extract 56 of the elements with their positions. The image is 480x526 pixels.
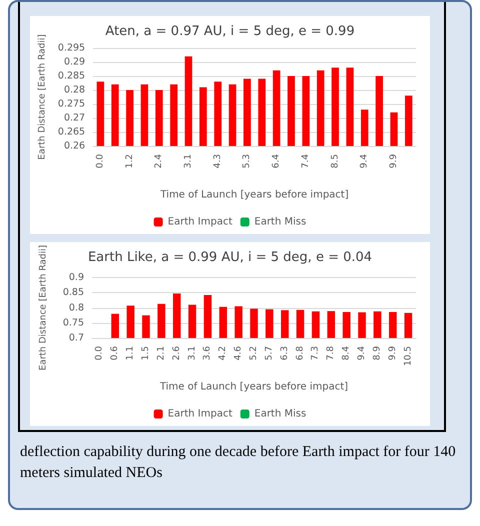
y-axis-title: Earth Distance [Earth Radii] (38, 245, 48, 371)
y-tick-label: 0.8 (68, 302, 84, 314)
x-tick-label: 9.9 (388, 154, 399, 168)
y-tick-label: 0.275 (58, 98, 86, 110)
x-tick-label: 8.5 (330, 154, 340, 168)
x-tick-label: 0.0 (94, 346, 105, 360)
x-tick-label: 3.1 (184, 154, 194, 168)
y-tick-label: 0.28 (64, 84, 86, 96)
x-tick-label: 6.3 (280, 346, 290, 360)
x-tick-label: 1.5 (141, 346, 151, 360)
y-tick-label: 0.27 (64, 112, 86, 124)
x-tick-label: 4.6 (234, 346, 244, 360)
chart-title: Earth Like, a = 0.99 AU, i = 5 deg, e = 0.04 (88, 250, 372, 265)
x-axis-title: Time of Launch [years before impact] (159, 190, 349, 200)
legend-label: Earth Impact (168, 216, 232, 228)
x-tick-label: 7.3 (310, 346, 321, 360)
x-tick-label: 5.2 (249, 346, 259, 360)
chart-title: Aten, a = 0.97 AU, i = 5 deg, e = 0.99 (105, 24, 355, 39)
y-tick-label: 0.7 (68, 332, 84, 344)
x-tick-label: 1.2 (124, 154, 135, 168)
x-tick-label: 7.4 (300, 154, 311, 168)
legend-label: Earth Miss (254, 408, 306, 420)
x-tick-label: 6.8 (295, 346, 306, 360)
x-tick-label: 4.3 (212, 154, 223, 168)
y-tick-label: 0.26 (64, 140, 86, 152)
x-tick-label: 1.1 (126, 346, 136, 360)
x-axis-title: Time of Launch [years before impact] (158, 382, 348, 392)
x-tick-label: 3.6 (202, 346, 213, 360)
legend-label: Earth Impact (168, 408, 232, 420)
y-tick-label: 0.9 (68, 272, 84, 284)
x-tick-label: 9.4 (357, 346, 367, 360)
y-tick-label: 0.29 (64, 56, 86, 68)
y-tick-label: 0.85 (62, 287, 84, 298)
text: deflection capability during one decade before Earth impact for four 140 meters simulated NEOs (20, 443, 457, 483)
x-tick-label: 8.9 (372, 346, 382, 360)
y-tick-label: 0.75 (62, 317, 84, 328)
x-tick-label: 9.9 (388, 346, 398, 360)
x-tick-label: 5.3 (242, 154, 252, 168)
x-tick-label: 8.4 (342, 346, 352, 360)
y-tick-label: 0.295 (58, 42, 86, 54)
x-tick-label: 3.1 (187, 346, 198, 360)
x-tick-label: 6.4 (272, 154, 282, 168)
y-axis-title: Earth Distance [Earth Radii] (38, 34, 48, 160)
x-tick-label: 10.5 (403, 346, 414, 366)
x-tick-label: 5.7 (264, 346, 274, 360)
y-tick-label: 0.265 (58, 126, 86, 138)
x-tick-label: 2.1 (156, 346, 166, 360)
x-tick-label: 2.4 (154, 154, 164, 168)
x-tick-label: 9.4 (360, 154, 370, 168)
x-tick-label: 0.0 (95, 154, 106, 168)
x-tick-label: 2.6 (172, 346, 182, 360)
y-tick-label: 0.285 (58, 70, 86, 82)
x-tick-label: 0.6 (110, 346, 120, 360)
legend-label: Earth Miss (254, 216, 306, 228)
x-tick-label: 7.8 (326, 346, 336, 360)
x-tick-label: 4.2 (218, 346, 228, 360)
